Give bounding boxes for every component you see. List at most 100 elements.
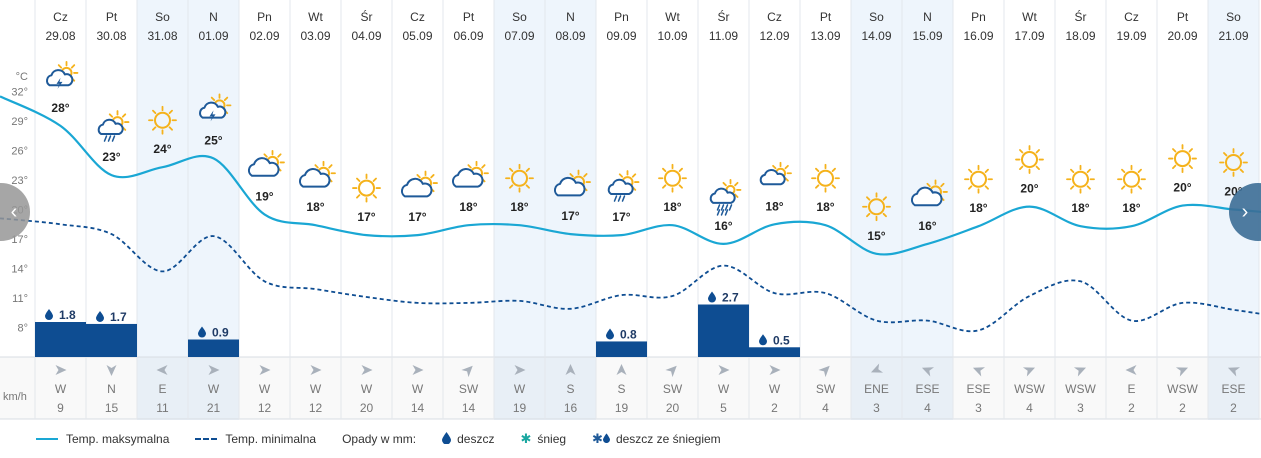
legend-precip-title: Opady w mm: [342,432,416,446]
rain-streak [617,195,622,202]
sun-ray [108,113,114,118]
rain-streak [716,209,721,216]
legend-precip-label: Opady w mm: [342,432,417,446]
cloud-shape [97,118,124,136]
sun-icon [148,105,177,135]
cloud-shape [553,176,586,197]
sun-ray [1019,165,1024,170]
cloud-shape [400,177,433,198]
heavy-rain-icon [709,179,742,216]
wind-direction-label: ESE [1221,382,1245,396]
weekend-column-bg [137,0,188,420]
rain-streak [720,204,725,211]
day-of-week-label: Cz [767,10,782,24]
wind-direction-arrow [1125,365,1137,375]
wind-speed-label: 4 [822,401,829,415]
day-of-week-label: Śr [718,9,730,24]
rain-streak [724,204,729,211]
wind-direction-label: SW [459,382,479,396]
rain-streak [621,195,626,202]
legend-max-temp: Temp. maksymalna [0,432,169,446]
wind-direction-label: WSW [1065,382,1096,396]
precip-value-label: 2.7 [722,291,739,305]
wind-direction-arrow [361,365,373,375]
precip-label-group: 1.8 [45,308,76,322]
sun-ray [722,181,727,187]
wind-direction-arrow [1073,367,1087,377]
cloud-shape [451,167,484,188]
wind-direction-arrow [921,367,935,377]
sun-ray [525,184,530,189]
sun-icon [658,163,687,193]
sun-disc [970,170,987,188]
sun-ray [926,182,931,188]
sun-ray [940,182,945,188]
sun-ray [314,164,319,169]
precip-label-group: 2.7 [708,291,739,305]
day-of-week-label: Cz [53,10,68,24]
day-of-week-label: Pn [614,10,629,24]
sun-ray [631,173,637,178]
wind-speed-label: 19 [513,401,527,415]
chart-legend: Temp. maksymalna Temp. minimalna Opady w… [0,420,1261,458]
date-label: 12.09 [759,29,789,43]
sun-ray [509,167,514,173]
max-temp-label: 20° [1173,181,1191,195]
wind-direction-label: W [208,382,220,396]
min-temp-line [0,217,1261,333]
wind-speed-label: 3 [1077,401,1084,415]
y-tick-label: 8° [17,323,28,335]
wind-arrow-icon [616,364,627,375]
cloud-sun-icon [298,160,336,188]
sun-ray [121,113,127,118]
wind-arrow-icon [1227,367,1241,377]
cloud-sun-icon [247,150,285,177]
wind-speed-label: 20 [666,401,680,415]
day-of-week-label: N [923,10,932,24]
snow-rain-icon: ✱ [592,431,610,447]
sun-ray [210,96,216,101]
sun-ray [1188,164,1193,170]
sun-icon [352,173,381,203]
day-of-week-label: N [209,10,218,24]
sun-ray [1070,185,1075,190]
weekend-column-bg [545,0,596,420]
wind-speed-label: 12 [309,401,323,415]
wind-direction-label: SW [816,382,836,396]
cloud-shape [759,168,786,186]
rain-streak [720,209,725,216]
sun-ray [866,196,871,201]
sun-ray [152,126,157,131]
legend-min-temp: Temp. minimalna [195,432,316,446]
sun-rain-icon [97,110,130,142]
sun-ray [356,177,361,182]
day-of-week-label: Pt [106,10,118,24]
wind-speed-label: 20 [360,401,374,415]
sun-icon [1015,145,1044,174]
wind-speed-label: 2 [1128,401,1135,415]
wind-direction-arrow [514,365,526,375]
raindrop-icon [759,334,767,346]
wind-speed-label: 2 [771,401,778,415]
sun-icon [811,163,840,193]
wind-speed-label: 4 [1026,401,1033,415]
wind-speed-label: 15 [105,401,119,415]
date-label: 30.08 [96,29,126,43]
legend-snow: ✱ śnieg [520,431,566,447]
date-label: 18.09 [1065,29,1095,43]
wind-speed-label: 2 [1230,401,1237,415]
max-temp-label: 16° [714,219,732,233]
date-label: 02.09 [249,29,279,43]
cloud-sun-icon [400,170,438,198]
wind-direction-label: E [158,382,166,396]
sun-ray [1019,149,1024,154]
sun-ray [168,109,173,115]
day-of-week-label: Pt [820,10,832,24]
precip-bar [749,347,800,357]
wind-arrow-icon [870,363,884,373]
sun-ray [1035,149,1040,154]
max-temp-label: 18° [510,200,528,214]
cloud-sun-icon [553,169,591,197]
sun-ray [1137,185,1142,190]
date-label: 06.09 [453,29,483,43]
